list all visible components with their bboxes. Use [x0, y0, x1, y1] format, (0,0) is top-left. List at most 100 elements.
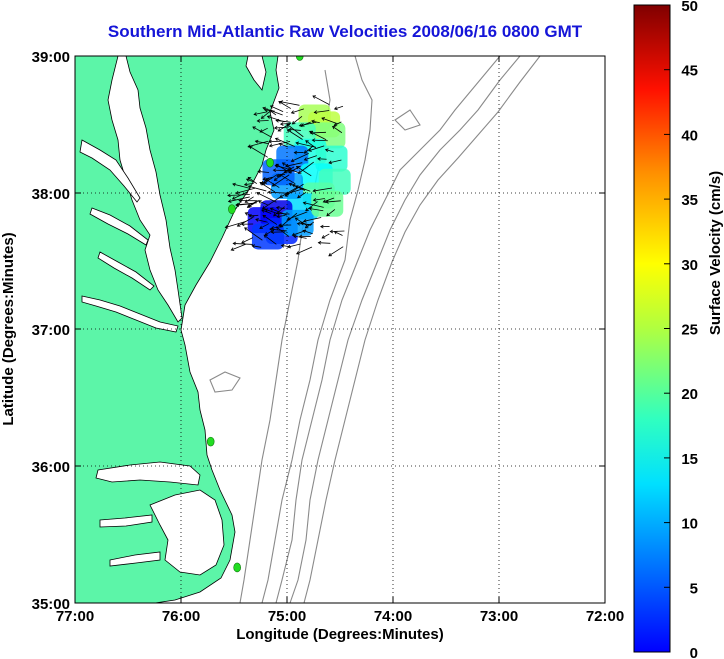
neuse-river [109, 551, 161, 567]
velocity-arrowhead [286, 216, 291, 221]
velocity-arrowhead [286, 129, 291, 133]
velocity-arrow [304, 155, 317, 161]
velocity-arrow [285, 188, 305, 195]
velocity-arrow [270, 105, 284, 112]
velocity-arrowhead [279, 224, 284, 228]
velocity-arrow [249, 145, 268, 158]
velocity-arrow [318, 242, 331, 244]
velocity-arrowhead [259, 225, 263, 230]
velocity-arrowhead [326, 212, 330, 217]
velocity-arrow [276, 226, 290, 237]
velocity-arrowhead [279, 122, 284, 126]
velocity-arrowhead [268, 143, 273, 148]
velocity-arrowhead [261, 209, 265, 213]
velocity-arrowhead [321, 235, 326, 239]
velocity-arrow [275, 138, 295, 147]
velocity-arrowhead [329, 229, 334, 234]
velocity-arrowhead [260, 180, 265, 185]
velocity-arrowhead [268, 109, 273, 114]
velocity-arrowhead [236, 223, 241, 227]
velocity-arrowhead [269, 105, 274, 109]
x-tick-label: 76:00 [162, 608, 200, 625]
velocity-arrowhead [248, 145, 253, 150]
velocity-arrowhead [259, 129, 264, 133]
velocity-arrowhead [296, 251, 300, 255]
velocity-patch [311, 190, 344, 217]
velocity-arrowhead [287, 244, 291, 249]
velocity-arrowhead [227, 193, 231, 198]
velocity-arrow [312, 139, 328, 142]
colorbar-tick-labels: 50 45 40 35 30 25 20 15 10 5 0 [681, 0, 698, 659]
velocity-arrow [296, 166, 312, 177]
velocity-arrow [262, 196, 281, 210]
velocity-arrow [241, 237, 254, 244]
y-tick-label: 38:00 [32, 186, 70, 203]
velocity-arrowhead [290, 158, 295, 163]
velocity-arrow [321, 233, 330, 239]
velocity-arrow [313, 198, 325, 201]
velocity-arrow [279, 143, 288, 148]
y-axis-ticks: 39:00 38:00 37:00 36:00 35:00 [32, 49, 70, 613]
velocity-arrow [334, 105, 344, 110]
velocity-arrow [296, 246, 313, 255]
velocity-arrow [291, 108, 304, 114]
velocity-arrowhead [246, 204, 251, 208]
velocity-arrowhead [247, 203, 252, 208]
velocity-arrowhead [260, 115, 265, 119]
velocity-arrow [268, 191, 289, 194]
velocity-arrowhead [288, 182, 293, 187]
velocity-arrowhead [231, 196, 236, 200]
velocity-arrowhead [324, 148, 329, 153]
velocity-arrowhead [291, 183, 296, 188]
velocity-arrowhead [290, 110, 295, 114]
velocity-arrow [310, 131, 327, 134]
velocity-arrow [275, 163, 292, 174]
velocity-arrowhead [317, 157, 321, 161]
velocity-arrow [325, 149, 334, 153]
velocity-arrowhead [302, 229, 307, 234]
velocity-arrowhead [230, 247, 235, 251]
colorbar-tick-marks [664, 4, 670, 653]
x-axis-ticks: 77:00 76:00 75:00 74:00 73:00 72:00 [56, 608, 624, 625]
velocity-arrow [236, 202, 257, 206]
station-marker [206, 436, 215, 447]
velocity-arrow [271, 225, 283, 229]
velocity-arrowhead [303, 157, 308, 161]
colorbar-tick-label: 35 [681, 192, 698, 209]
velocity-arrow [276, 207, 285, 209]
velocity-arrowhead [312, 95, 317, 99]
velocity-arrow [263, 176, 273, 180]
velocity-arrowhead [273, 212, 277, 217]
velocity-arrow [244, 227, 263, 241]
velocity-arrowhead [291, 232, 296, 237]
velocity-arrow [228, 196, 250, 202]
velocity-arrow [244, 182, 254, 186]
colorbar-tick-label: 0 [690, 645, 698, 659]
velocity-arrowhead [311, 138, 316, 143]
velocity-arrow [263, 234, 277, 245]
velocity-arrowhead [266, 115, 271, 119]
velocity-arrow [288, 128, 301, 131]
velocity-arrow [255, 218, 268, 223]
velocity-arrow [297, 191, 307, 199]
velocity-arrowhead [303, 150, 308, 154]
velocity-arrow [280, 212, 298, 228]
velocity-arrowhead [312, 198, 317, 202]
velocity-arrow [303, 202, 324, 208]
velocity-arrowhead [333, 230, 338, 235]
velocity-arrow [298, 161, 314, 174]
velocity-arrowhead [333, 122, 338, 127]
velocity-arrow [286, 123, 304, 138]
velocity-arrow [293, 235, 307, 239]
map-title: Southern Mid-Atlantic Raw Velocities 200… [107, 22, 583, 41]
velocity-arrow [328, 246, 344, 257]
pamlico-river [99, 514, 153, 528]
velocity-arrow [269, 140, 281, 143]
velocity-arrowhead [245, 178, 250, 182]
velocity-arrowhead [302, 218, 307, 223]
velocity-arrow [232, 183, 250, 189]
velocity-arrowhead [279, 194, 284, 198]
station-marker [266, 157, 274, 168]
velocity-arrowhead [241, 240, 245, 244]
